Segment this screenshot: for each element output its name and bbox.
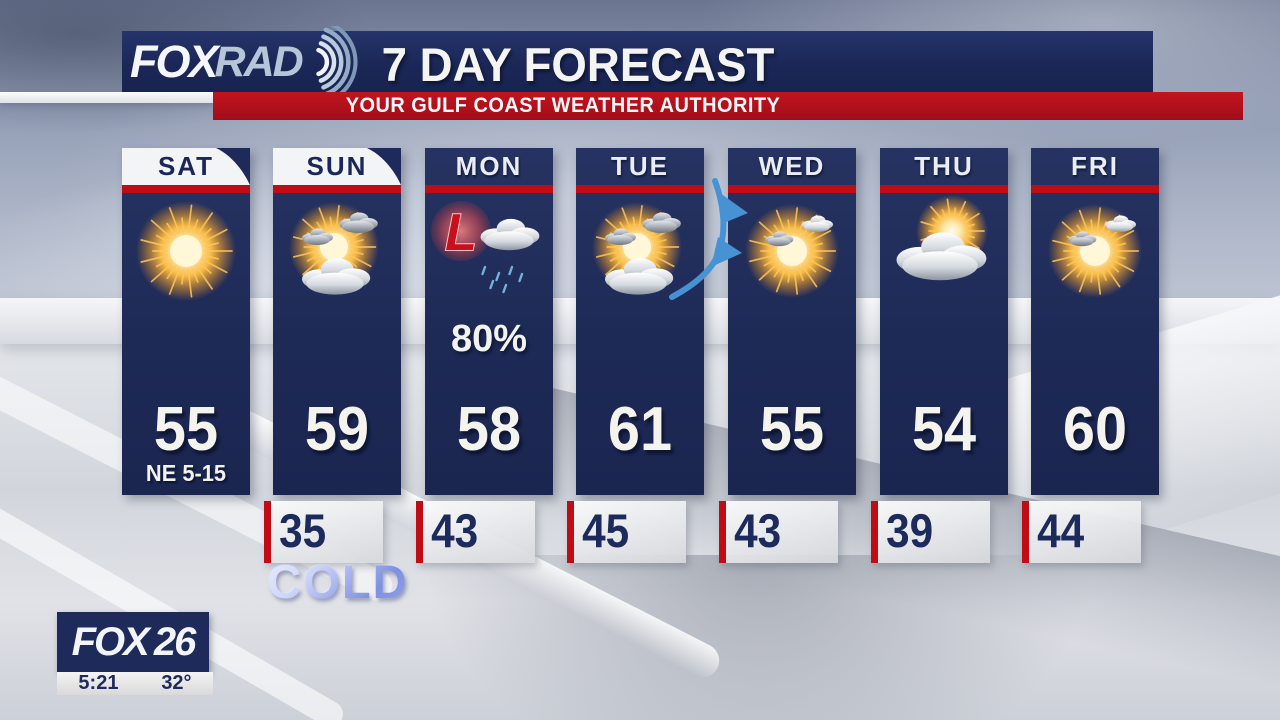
low-temp-box: 44: [1022, 501, 1141, 563]
low-temp: 39: [886, 504, 934, 557]
day-label: WED: [728, 148, 856, 185]
day-header-stripe: [273, 185, 401, 193]
day-label: MON: [425, 148, 553, 185]
high-temp: 58: [456, 395, 522, 464]
day-header-stripe: [425, 185, 553, 193]
tagline-text: YOUR GULF COAST WEATHER AUTHORITY: [345, 94, 781, 117]
time-temp-strip: 5:21 32°: [57, 672, 213, 695]
clock-time: 5:21: [78, 672, 119, 694]
cloudy-icon: [880, 194, 1008, 312]
tagline-banner: YOUR GULF COAST WEATHER AUTHORITY: [213, 92, 1243, 120]
day-label: THU: [880, 148, 1008, 185]
rainy-low-pressure-icon: L: [425, 194, 553, 312]
day-label-text: MON: [455, 151, 523, 181]
day-label-text: FRI: [1071, 151, 1119, 181]
wind-label: NE 5-15: [145, 460, 227, 486]
day-header-stripe: [1031, 185, 1159, 193]
low-temp: 35: [279, 504, 327, 557]
forecast-day-column: FRI 60: [1031, 148, 1159, 495]
forecast-day-column: MON L 80% 58: [425, 148, 553, 495]
day-header-stripe: [728, 185, 856, 193]
low-temp-box: 35: [264, 501, 383, 563]
svg-text:L: L: [445, 204, 477, 262]
forecast-day-column: SAT 55 NE 5-15: [122, 148, 250, 495]
partly-cloudy-icon: [576, 194, 704, 312]
day-label: TUE: [576, 148, 704, 185]
day-label-text: SAT: [157, 151, 215, 181]
header-banner: FOX RAD 7 DAY FORECAST: [122, 26, 1153, 98]
day-header-stripe: [122, 185, 250, 193]
station-logo-channel: 26: [153, 619, 196, 664]
high-temp: 55: [759, 395, 825, 464]
low-temp: 44: [1037, 504, 1085, 557]
sunny-icon: [122, 194, 250, 312]
high-temp: 59: [304, 395, 370, 464]
day-label-text: TUE: [611, 151, 669, 181]
day-label: SUN: [273, 148, 401, 185]
forecast-day-column: WED 55: [728, 148, 856, 495]
foxrad-logo-fox: FOX: [130, 36, 219, 87]
partly-cloudy-icon: [273, 194, 401, 312]
station-logo: FOX 26: [57, 612, 209, 672]
day-label-text: SUN: [306, 151, 368, 181]
high-temp: 60: [1062, 395, 1128, 464]
mostly-sunny-icon: [728, 194, 856, 312]
station-logo-fox: FOX: [71, 619, 150, 664]
low-temp: 43: [431, 504, 479, 557]
day-header-stripe: [576, 185, 704, 193]
low-temp-box: 39: [871, 501, 990, 563]
cold-front-icon: [669, 178, 748, 300]
page-title: 7 DAY FORECAST: [381, 38, 775, 91]
high-temp: 55: [153, 395, 219, 464]
low-temp: 43: [734, 504, 782, 557]
low-temp: 45: [582, 504, 630, 557]
forecast-day-column: THU 54: [880, 148, 1008, 495]
day-label-text: THU: [914, 151, 974, 181]
current-temp: 32°: [161, 672, 192, 694]
header-swoosh-icon: [367, 148, 401, 185]
day-label-text: WED: [758, 151, 826, 181]
high-temp: 54: [911, 395, 977, 464]
high-temp: 61: [607, 395, 673, 464]
foxrad-logo-rad: RAD: [214, 37, 304, 86]
day-label: SAT: [122, 148, 250, 185]
day-label: FRI: [1031, 148, 1159, 185]
header-swoosh-icon: [216, 148, 250, 185]
low-temp-box: 43: [719, 501, 838, 563]
studio-shelf-edge: [0, 92, 213, 103]
forecast-day-column: TUE 61: [576, 148, 704, 495]
low-temp-box: 45: [567, 501, 686, 563]
mostly-sunny-icon: [1031, 194, 1159, 312]
day-header-stripe: [880, 185, 1008, 193]
precip-chance: 80%: [450, 318, 528, 360]
cold-annotation: COLD: [248, 554, 428, 609]
forecast-day-column: SUN 59: [273, 148, 401, 495]
low-temp-box: 43: [416, 501, 535, 563]
